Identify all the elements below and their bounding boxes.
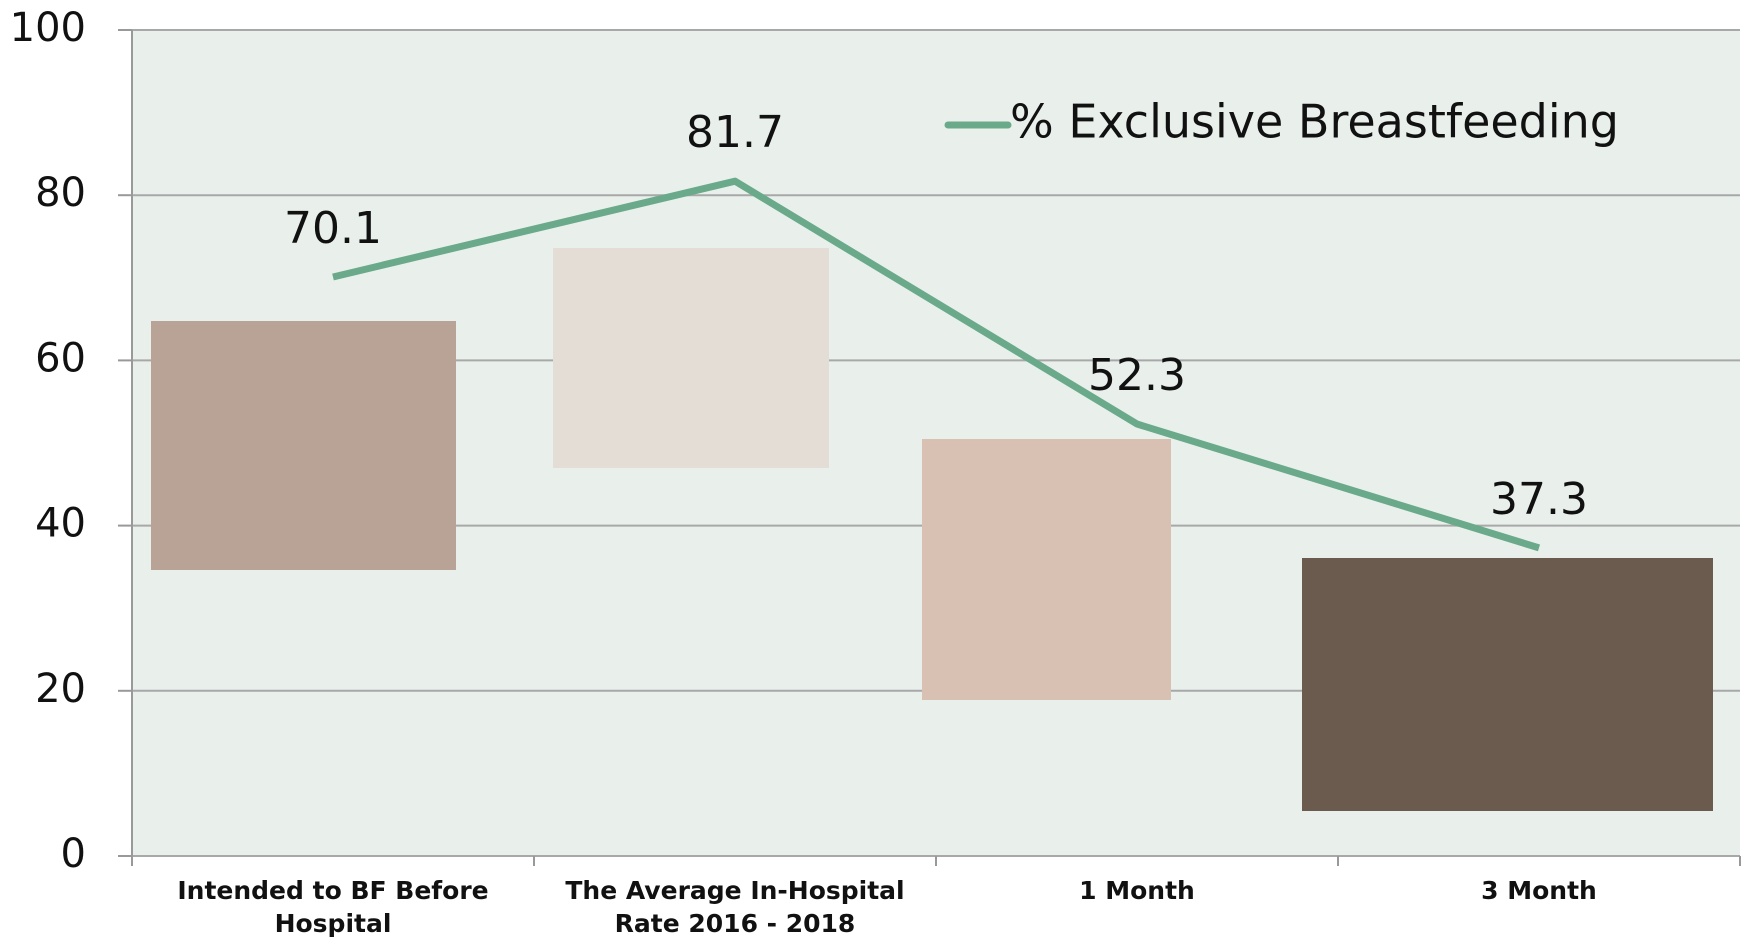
y-tick-label: 20: [35, 666, 86, 712]
x-tick-label: Intended to BF Before Hospital: [177, 876, 489, 938]
x-tick-label: The Average In-Hospital Rate 2016 - 2018: [565, 876, 905, 938]
x-tick-label: 1 Month: [1079, 876, 1195, 905]
data-label: 70.1: [284, 203, 382, 254]
y-tick-label: 40: [35, 501, 86, 547]
photo: [151, 321, 456, 570]
photo: [1302, 558, 1713, 811]
x-tick-label: 3 Month: [1481, 876, 1597, 905]
y-tick-label: 60: [35, 335, 86, 381]
photo: [922, 439, 1171, 700]
y-tick-label: 100: [10, 5, 86, 51]
y-tick-label: 0: [61, 831, 86, 877]
y-tick-label: 80: [35, 170, 86, 216]
line: [332, 177, 1541, 552]
photo: [553, 248, 829, 468]
data-label: 37.3: [1490, 474, 1588, 525]
data-label: 81.7: [686, 107, 784, 158]
legend-label: % Exclusive Breastfeeding: [1010, 95, 1619, 149]
data-label: 52.3: [1088, 350, 1186, 401]
